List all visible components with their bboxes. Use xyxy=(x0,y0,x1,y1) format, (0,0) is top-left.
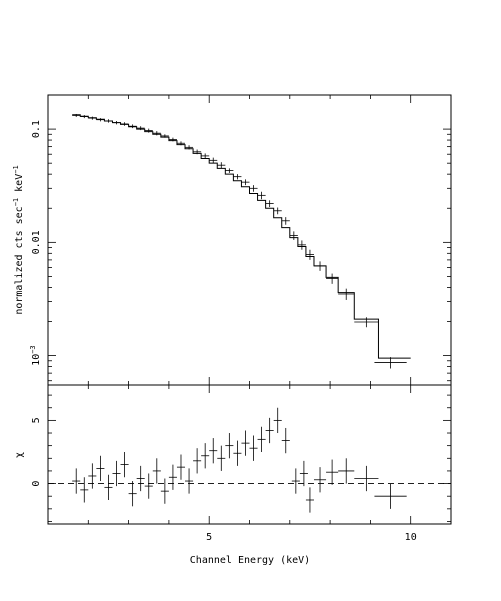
residual-data-point xyxy=(136,465,145,492)
residual-data-point xyxy=(112,460,121,487)
residual-data-point xyxy=(96,455,105,482)
spectrum-ticks xyxy=(47,94,452,385)
spectrum-y-tick-label: 10−3 xyxy=(29,345,42,365)
residuals-panel: 0 5 5 10 χ Channel Energy (keV) xyxy=(14,384,452,566)
spectrum-data-point xyxy=(80,115,89,119)
residual-data-point xyxy=(176,454,186,480)
spectrum-plot-frame xyxy=(47,94,452,386)
spectrum-data-point xyxy=(257,191,266,200)
residual-data-point xyxy=(265,417,274,444)
spectrum-data-point xyxy=(88,116,97,120)
residual-data-point xyxy=(225,433,234,459)
spectrum-tick-labels: 0.1 0.01 10−3 xyxy=(29,120,42,366)
spectrum-data-point xyxy=(144,128,153,133)
spectrum-data-point xyxy=(338,288,355,300)
spectrum-data-point xyxy=(112,120,121,125)
spectrum-data-point xyxy=(201,153,210,159)
residual-data-point xyxy=(72,468,81,494)
residual-data-point xyxy=(374,483,407,509)
residual-data-point xyxy=(241,430,250,456)
residual-data-point xyxy=(193,448,202,474)
residual-data-point xyxy=(152,458,161,484)
spectrum-data-point xyxy=(305,249,314,260)
residual-data-point xyxy=(120,451,129,478)
residuals-x-tick-label: 5 xyxy=(206,532,212,543)
residual-data-point xyxy=(326,459,339,485)
residuals-tick-labels: 0 5 5 10 xyxy=(31,417,417,543)
spectrum-data-point xyxy=(281,217,290,225)
spectrum-data-point xyxy=(176,141,186,146)
residual-data-point xyxy=(88,463,97,489)
residual-data-point xyxy=(104,474,113,500)
residual-data-point xyxy=(201,443,210,469)
spectrum-data-point xyxy=(104,119,113,123)
residual-data-point xyxy=(217,445,226,471)
spectrum-data-point xyxy=(233,174,242,180)
residual-data-point xyxy=(273,407,282,434)
residual-data-point xyxy=(80,477,89,503)
spectrum-data-point xyxy=(72,113,81,117)
spectrum-data-point xyxy=(160,134,169,138)
spectrum-panel: 0.1 0.01 10−3 normalized cts sec−1 keV−1 xyxy=(12,94,452,386)
spectrum-data-point xyxy=(217,162,226,169)
residual-data-point xyxy=(168,464,177,490)
residuals-y-tick-label: 5 xyxy=(31,417,42,423)
spectrum-data-point xyxy=(297,240,306,250)
residual-data-point xyxy=(160,478,169,504)
residuals-ticks xyxy=(47,385,452,524)
residuals-x-tick-label: 10 xyxy=(405,532,417,543)
spectrum-data-point xyxy=(374,357,407,369)
residual-data-point xyxy=(209,438,218,464)
residual-data-point xyxy=(281,427,290,454)
spectrum-data-point xyxy=(152,131,161,136)
residual-data-point xyxy=(291,468,300,494)
residual-data-point xyxy=(128,481,137,507)
spectrum-data-point xyxy=(265,200,274,208)
residual-data-point xyxy=(338,458,355,484)
spectrum-data-point xyxy=(136,126,145,131)
spectrum-data-point xyxy=(209,157,218,164)
spectrum-data-point xyxy=(225,168,234,173)
residual-data-point xyxy=(185,468,194,494)
spectrum-data-point xyxy=(193,149,202,155)
spectrum-data-point xyxy=(128,124,137,129)
spectrum-data-point xyxy=(241,179,250,186)
residuals-data-points xyxy=(72,407,407,513)
residual-data-point xyxy=(305,487,314,513)
spectrum-data-point xyxy=(168,137,177,142)
residual-data-point xyxy=(249,435,258,461)
spectrum-y-axis-label: normalized cts sec−1 keV−1 xyxy=(12,165,25,314)
residual-data-point xyxy=(354,465,379,492)
spectrum-data-point xyxy=(326,273,339,284)
spectrum-y-tick-label: 0.01 xyxy=(31,230,42,254)
spectrum-data-point xyxy=(249,185,258,192)
spectrum-data-point xyxy=(96,118,105,122)
spectrum-data-point xyxy=(289,231,298,240)
residual-data-point xyxy=(299,460,308,487)
residual-data-point xyxy=(257,426,266,452)
spectrum-data-point xyxy=(273,207,282,215)
residuals-y-tick-label: 0 xyxy=(31,481,42,487)
spectrum-data-point xyxy=(185,145,194,150)
residual-data-point xyxy=(144,473,153,499)
spectrum-data-point xyxy=(313,261,327,271)
x-axis-label: Channel Energy (keV) xyxy=(190,555,310,566)
residual-data-point xyxy=(233,440,242,466)
spectrum-data-point xyxy=(120,122,129,126)
residuals-y-axis-label: χ xyxy=(14,452,25,458)
spectrum-data-point xyxy=(354,317,379,328)
spectrum-y-tick-label: 0.1 xyxy=(31,120,42,138)
spectrum-data-points xyxy=(72,113,407,369)
residual-data-point xyxy=(313,467,327,493)
